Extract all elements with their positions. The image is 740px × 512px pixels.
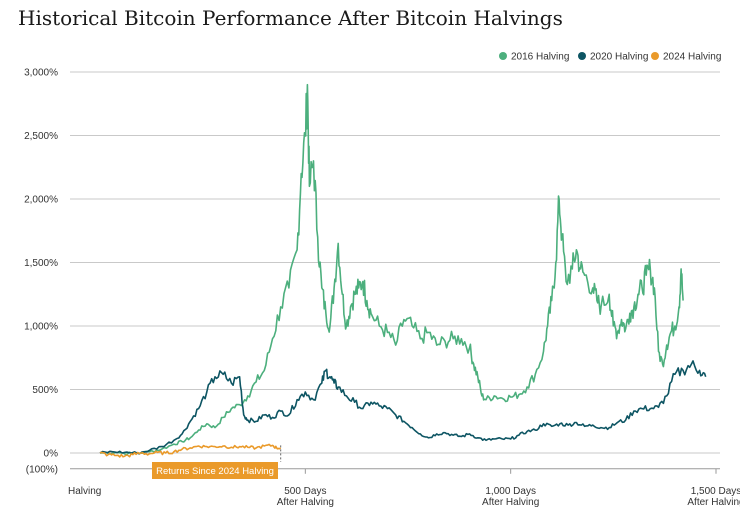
y-tick-label: 0% <box>44 449 59 460</box>
grid <box>70 71 720 470</box>
series-line-2 <box>99 443 282 458</box>
series-line-0 <box>99 83 684 456</box>
x-tick-label: 1,500 Days <box>691 486 740 497</box>
y-tick-label: (100%) <box>26 464 58 475</box>
annotation-label: Returns Since 2024 Halving <box>156 466 274 477</box>
y-tick-label: 2,500% <box>24 131 58 142</box>
y-tick-label: 1,000% <box>24 322 58 333</box>
legend-swatch <box>651 52 659 60</box>
x-tick-label: Halving <box>68 486 101 497</box>
legend-swatch <box>499 52 507 60</box>
legend-swatch <box>578 52 586 60</box>
chart-title: Historical Bitcoin Performance After Bit… <box>18 6 563 30</box>
annotations: Returns Since 2024 Halving <box>152 445 282 479</box>
legend-label: 2024 Halving <box>663 52 721 63</box>
x-tick-label-sub: After Halving <box>482 497 539 508</box>
legend-label: 2020 Halving <box>590 52 648 63</box>
y-tick-label: 3,000% <box>24 68 58 79</box>
annotation-box <box>152 462 278 479</box>
x-tick-label: 1,000 Days <box>485 486 536 497</box>
y-axis: 3,000% 2,500% 2,000% 1,500% 1,000% 500% 0% (100… <box>24 68 58 476</box>
legend-label: 2016 Halving <box>511 52 569 63</box>
series-group <box>99 83 707 458</box>
legend: 2016 Halving 2020 Halving 2024 Halving <box>499 52 721 63</box>
series-line-1 <box>99 360 707 455</box>
y-tick-label: 2,000% <box>24 195 58 206</box>
x-tick-label-sub: After Halving <box>277 497 334 508</box>
y-tick-label: 1,500% <box>24 258 58 269</box>
x-tick-label: 500 Days <box>284 486 326 497</box>
x-tick-label-sub: After Halving <box>687 497 740 508</box>
y-tick-label: 500% <box>32 385 58 396</box>
